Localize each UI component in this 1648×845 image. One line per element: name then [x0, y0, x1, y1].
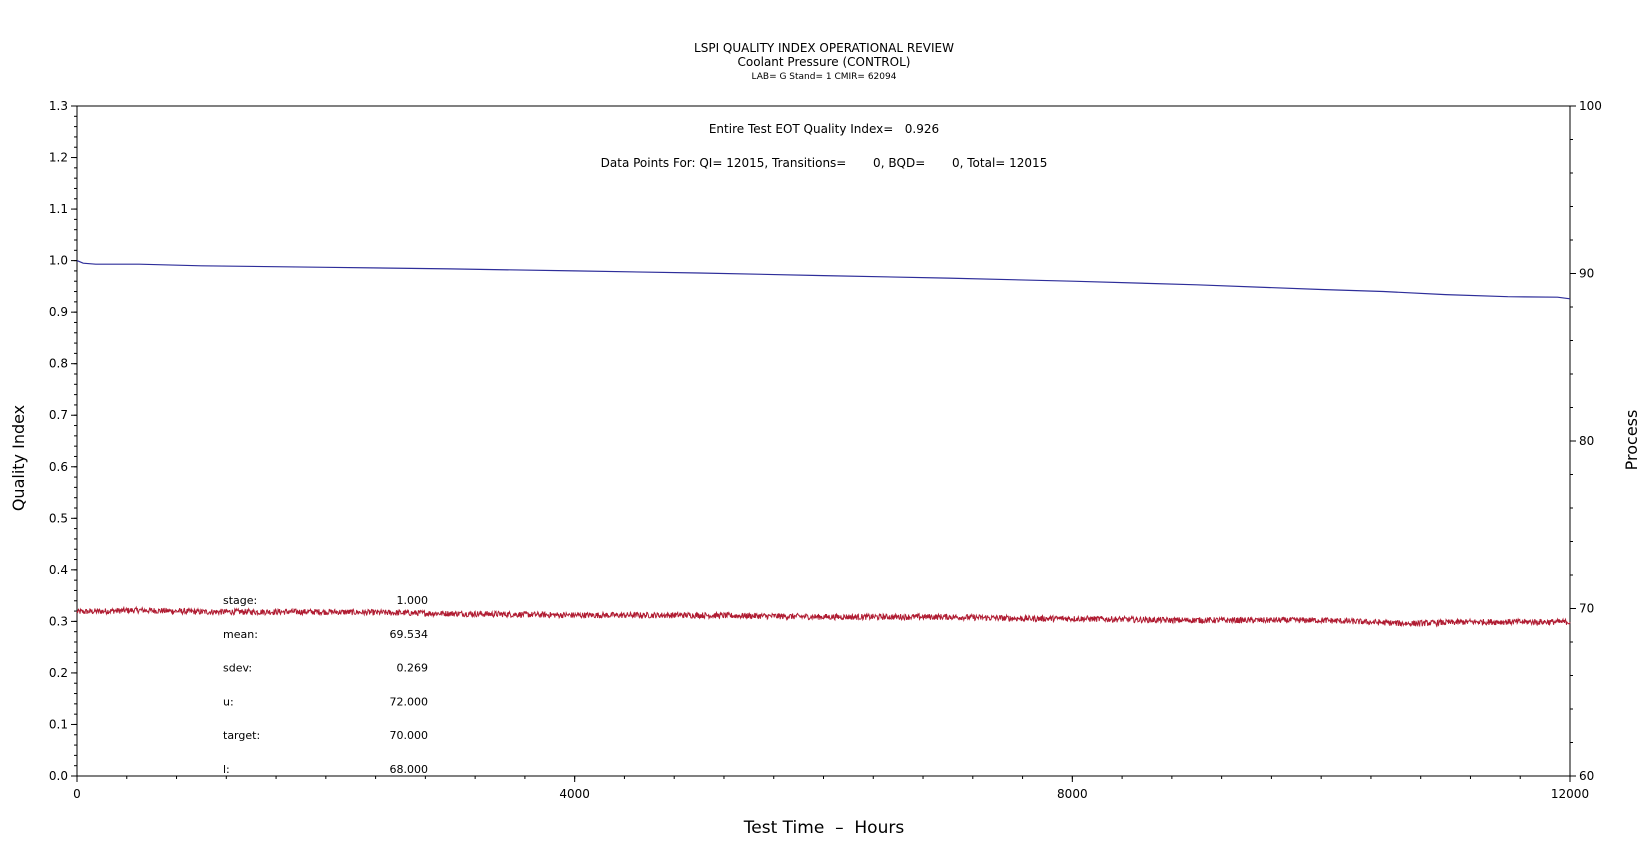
y2-tick-label: 90 [1579, 267, 1594, 281]
chart-subsubtitle: LAB= G Stand= 1 CMIR= 62094 [752, 72, 897, 82]
x-tick-label: 8000 [1057, 787, 1088, 801]
y-axis-label: Quality Index [9, 405, 28, 511]
y-tick-label: 1.2 [49, 151, 68, 165]
stat-label: u: [223, 695, 234, 708]
plot-area [76, 105, 1571, 777]
data-points-annotation: Data Points For: QI= 12015, Transitions=… [601, 156, 1048, 170]
x-tick-label: 0 [73, 787, 81, 801]
y2-tick-label: 80 [1579, 434, 1594, 448]
stat-label: mean: [223, 628, 258, 641]
stat-value: 68.000 [390, 763, 429, 776]
y-tick-label: 0.9 [49, 305, 68, 319]
stats-panel: stage: 1.000 mean: 69.534 sdev: 0.269 u: 72.000… [223, 594, 428, 776]
stat-label: stage: [223, 594, 257, 607]
y2-axis-label: Process [1622, 410, 1641, 471]
stat-label: sdev: [223, 662, 252, 675]
y-tick-label: 1.1 [49, 202, 68, 216]
series-layer [76, 260, 1571, 628]
y-tick-label: 1.3 [49, 99, 68, 113]
eot-quality-index-annotation: Entire Test EOT Quality Index= 0.926 [709, 122, 939, 136]
stat-label: l: [223, 763, 230, 776]
chart-subtitle: Coolant Pressure (CONTROL) [738, 55, 911, 69]
y2-tick-label: 70 [1579, 602, 1594, 616]
y-tick-label: 1.0 [49, 254, 68, 268]
x-tick-label: 12000 [1551, 787, 1589, 801]
stat-value: 0.269 [397, 662, 429, 675]
stat-label: target: [223, 729, 260, 742]
x-tick-label: 4000 [559, 787, 590, 801]
axis-ticks: 0.0 0.1 0.2 0.3 0.4 0.5 0.6 0.7 0.8 0.9 1.0 1.1 1.2 1… [49, 99, 1602, 801]
process-series-line [76, 605, 1571, 628]
stat-value: 72.000 [390, 695, 429, 708]
y-tick-label: 0.0 [49, 769, 68, 783]
y-tick-label: 0.2 [49, 666, 68, 680]
chart-title: LSPI QUALITY INDEX OPERATIONAL REVIEW [694, 41, 954, 55]
y-tick-label: 0.4 [49, 563, 68, 577]
stat-value: 1.000 [397, 594, 429, 607]
y-tick-label: 0.3 [49, 614, 68, 628]
stat-value: 70.000 [390, 729, 429, 742]
quality-index-series-line [76, 260, 1571, 300]
y-tick-label: 0.6 [49, 460, 68, 474]
x-axis-label: Test Time – Hours [743, 818, 905, 838]
y-tick-label: 0.5 [49, 511, 68, 525]
y2-tick-label: 100 [1579, 99, 1602, 113]
y-tick-label: 0.8 [49, 357, 68, 371]
plot-frame [76, 105, 1571, 777]
stat-value: 69.534 [390, 628, 429, 641]
y2-tick-label: 60 [1579, 769, 1594, 783]
y-tick-label: 0.7 [49, 408, 68, 422]
y-tick-label: 0.1 [49, 717, 68, 731]
